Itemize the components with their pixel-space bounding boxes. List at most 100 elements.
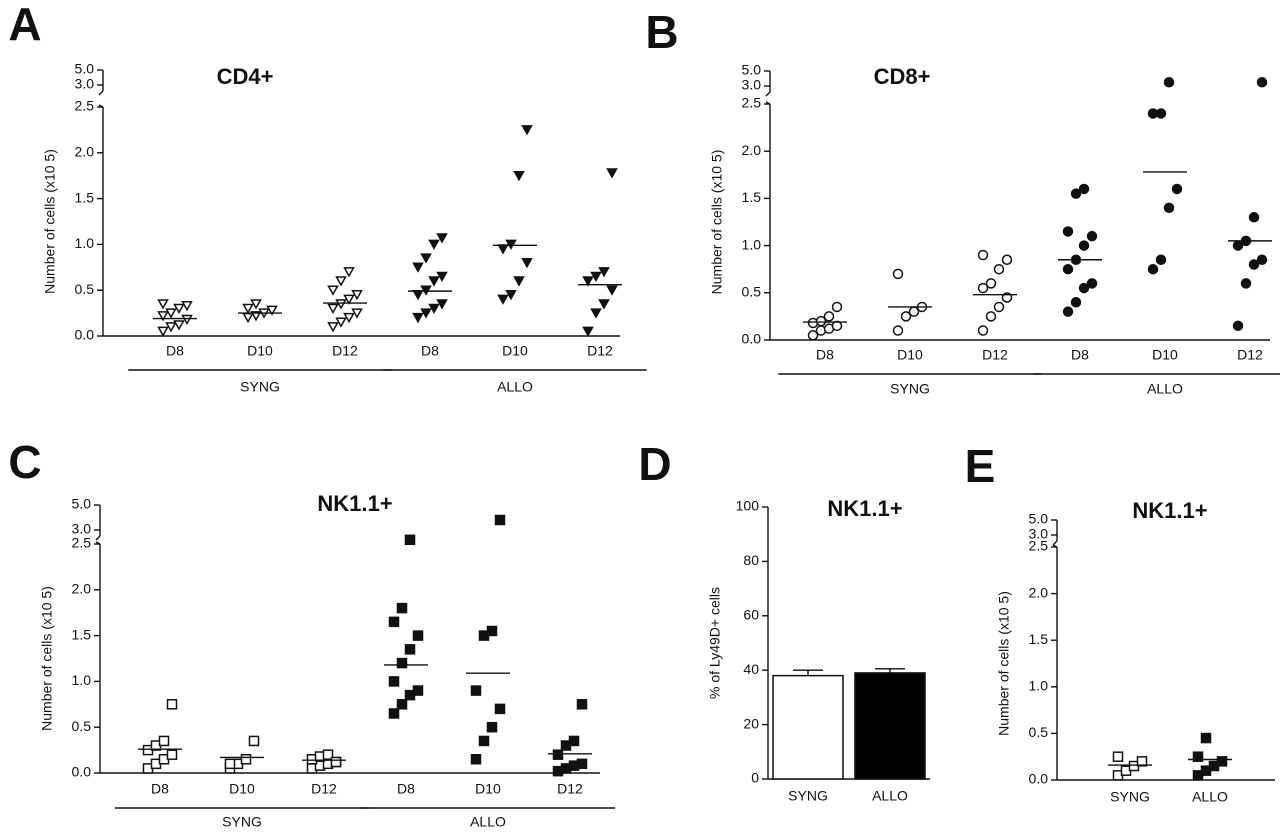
point	[428, 239, 440, 250]
y-tick-label: 5.0	[1029, 511, 1049, 527]
point	[494, 514, 506, 526]
point	[420, 285, 432, 296]
point	[823, 311, 835, 322]
x-tick-label: ALLO	[1192, 789, 1228, 805]
y-tick-label: 3.0	[75, 76, 95, 92]
axis-break	[1052, 540, 1058, 546]
group-label: ALLO	[1147, 381, 1183, 397]
y-tick-label: 0.0	[75, 327, 95, 343]
point	[166, 699, 178, 710]
y-tick-label: 2.0	[742, 142, 762, 158]
point	[428, 276, 440, 287]
x-tick-label: D12	[557, 781, 583, 797]
point	[606, 168, 618, 179]
y-tick-label: 1.0	[75, 235, 95, 251]
panel-letter: E	[965, 440, 996, 492]
point	[327, 285, 339, 296]
x-tick-label: D8	[816, 347, 834, 363]
x-tick-label: D10	[475, 781, 501, 797]
x-tick-label: D10	[1152, 347, 1178, 363]
point	[486, 625, 498, 637]
point	[985, 278, 997, 289]
y-tick-label: 2.5	[72, 535, 92, 551]
y-tick-label: 3.0	[72, 521, 92, 537]
point	[343, 294, 355, 305]
point	[404, 644, 416, 655]
point	[388, 616, 400, 628]
y-tick-label: 1.0	[742, 236, 762, 252]
point	[1070, 296, 1082, 308]
point	[590, 308, 602, 319]
y-tick-label: 2.0	[72, 581, 92, 597]
chart-title: CD4+	[217, 64, 274, 89]
point	[1062, 263, 1074, 275]
point	[494, 703, 506, 715]
point	[831, 301, 843, 313]
point	[478, 735, 490, 747]
point	[993, 263, 1005, 275]
point	[404, 534, 416, 546]
panel-letter: C	[8, 436, 41, 488]
point	[436, 271, 448, 282]
point	[396, 657, 408, 669]
bar	[772, 674, 844, 780]
point	[165, 308, 177, 319]
point	[521, 125, 533, 136]
y-tick-label: 80	[743, 552, 759, 568]
point	[1136, 756, 1148, 767]
point	[513, 276, 525, 287]
y-tick-label: 1.5	[1029, 631, 1049, 647]
point	[396, 602, 408, 614]
point	[1216, 756, 1228, 767]
panel-letter: A	[8, 0, 41, 50]
x-tick-label: SYNG	[1110, 789, 1150, 805]
point	[335, 317, 347, 328]
x-tick-label: D12	[1237, 347, 1263, 363]
point	[900, 311, 912, 322]
bar	[854, 672, 926, 780]
point	[1200, 732, 1212, 744]
group-label: ALLO	[470, 814, 506, 830]
point	[1163, 77, 1175, 88]
x-tick-label: D8	[421, 343, 439, 359]
group-label: SYNG	[222, 814, 262, 830]
point	[513, 170, 525, 182]
group-label: SYNG	[890, 381, 930, 397]
y-tick-label: 5.0	[72, 496, 92, 512]
x-tick-label: ALLO	[872, 788, 908, 804]
point	[412, 290, 424, 301]
y-tick-label: 3.0	[742, 77, 762, 93]
point	[521, 257, 533, 269]
point	[420, 253, 432, 264]
chart-title: CD8+	[874, 64, 931, 89]
point	[388, 676, 400, 687]
point	[157, 299, 169, 310]
point	[1248, 212, 1260, 223]
point	[977, 325, 989, 336]
point	[250, 299, 262, 310]
y-tick-label: 40	[743, 661, 759, 677]
chart-title: NK1.1+	[827, 496, 902, 521]
point	[248, 735, 260, 747]
axis-break	[98, 90, 104, 96]
point	[266, 305, 278, 316]
point	[582, 326, 594, 337]
point	[497, 294, 509, 305]
point	[568, 735, 580, 747]
point	[412, 685, 424, 696]
point	[412, 630, 424, 641]
point	[1086, 230, 1098, 242]
x-tick-label: D12	[982, 347, 1008, 363]
y-axis-label: Number of cells (x10 5)	[996, 591, 1012, 736]
point	[335, 276, 347, 287]
point	[420, 308, 432, 319]
point	[1086, 278, 1098, 289]
x-tick-label: D12	[311, 781, 337, 797]
group-label: ALLO	[497, 379, 533, 395]
point	[582, 276, 594, 287]
y-tick-label: 2.5	[1029, 538, 1049, 554]
panel-letter: D	[638, 438, 671, 490]
x-tick-label: D12	[332, 343, 358, 359]
point	[977, 249, 989, 261]
